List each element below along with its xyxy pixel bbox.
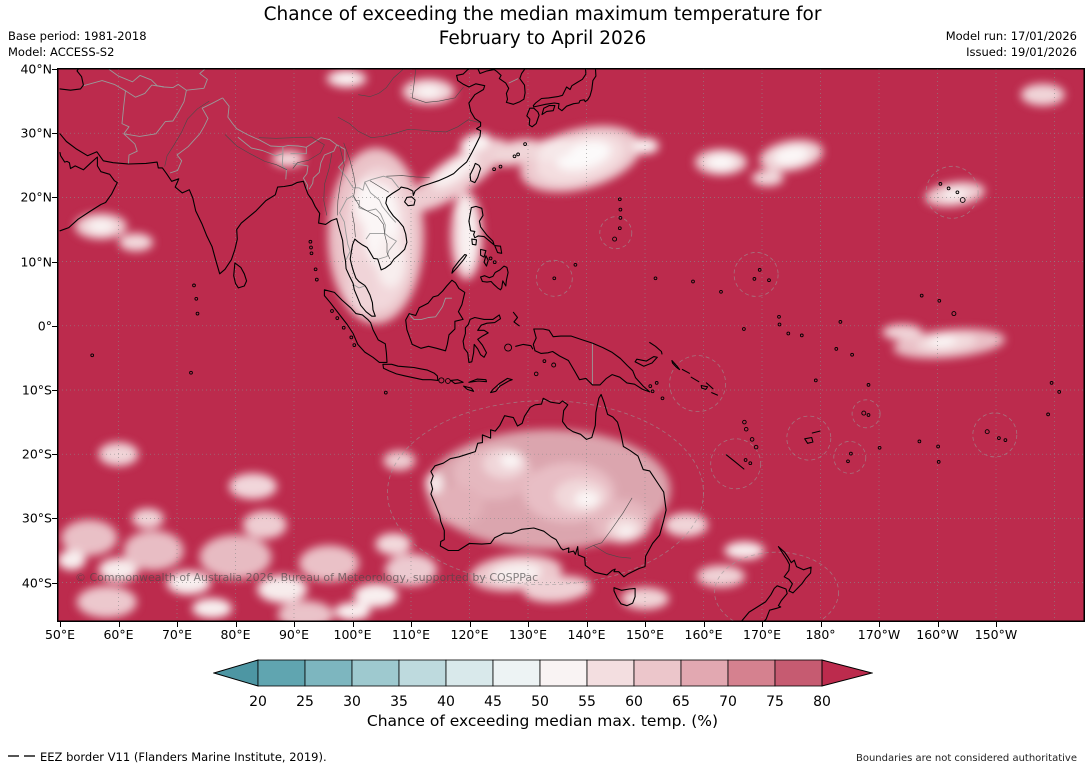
lon-label: 170°W	[857, 627, 901, 642]
eez-note: EEZ border V11 (Flanders Marine Institut…	[8, 750, 327, 764]
lon-tick	[411, 622, 412, 627]
lon-tick	[879, 622, 880, 627]
lon-label: 170°E	[742, 627, 782, 642]
eez-dash-sample-2	[24, 755, 35, 757]
lon-label: 110°E	[391, 627, 431, 642]
lat-tick	[52, 261, 57, 263]
lon-label: 50°E	[44, 627, 76, 642]
lat-label: 30°N	[20, 125, 52, 141]
lon-tick	[469, 622, 471, 627]
lon-label: 150°W	[974, 627, 1018, 642]
lon-tick	[703, 622, 705, 627]
header-meta-right: Model run: 17/01/2026 Issued: 19/01/2026	[946, 28, 1077, 60]
model-label: Model: ACCESS-S2	[8, 45, 115, 59]
colorbar-segment	[633, 659, 682, 687]
colorbar-tick-label: 40	[437, 694, 455, 710]
lon-tick	[352, 622, 354, 627]
issued-label: Issued: 19/01/2026	[966, 45, 1077, 59]
colorbar-segment	[445, 659, 494, 687]
lon-label: 80°E	[220, 627, 251, 642]
colorbar-tick-label: 55	[578, 694, 596, 710]
colorbar	[213, 659, 873, 687]
map-copyright: © Commonwealth of Australia 2026, Bureau…	[75, 571, 539, 584]
page-title-line1: Chance of exceeding the median maximum t…	[263, 4, 822, 25]
lon-tick	[177, 622, 178, 627]
lon-label: 70°E	[161, 627, 193, 642]
colorbar-tick-label: 50	[531, 694, 549, 710]
colorbar-segment	[586, 659, 635, 687]
colorbar-segment	[351, 659, 400, 687]
colorbar-segment	[774, 659, 823, 687]
colorbar-tick-label: 80	[813, 694, 831, 710]
lat-tick	[52, 518, 57, 520]
lon-label: 150°E	[625, 627, 665, 642]
eez-dash-sample	[8, 755, 19, 757]
lon-label: 180°	[805, 627, 836, 642]
lon-tick	[586, 622, 588, 627]
lat-label: 20°N	[20, 189, 52, 205]
colorbar-segment	[680, 659, 729, 687]
lat-label: 0°	[37, 318, 52, 334]
page-title-line2: February to April 2026	[438, 28, 647, 49]
colorbar-tick-label: 70	[719, 694, 737, 710]
lat-label: 40°N	[20, 61, 52, 77]
lat-label: 10°N	[20, 254, 52, 270]
lat-tick	[52, 390, 57, 391]
lat-tick	[52, 133, 57, 135]
lon-tick	[820, 622, 822, 627]
eez-note-text: EEZ border V11 (Flanders Marine Institut…	[40, 750, 327, 764]
colorbar-segment	[398, 659, 447, 687]
lon-label: 160°E	[684, 627, 723, 642]
map-canvas	[57, 68, 1085, 622]
lon-tick	[528, 622, 529, 627]
lon-label: 100°E	[333, 627, 372, 642]
colorbar-segment	[257, 659, 306, 687]
colorbar-arrow-low	[213, 659, 259, 687]
lat-tick	[52, 69, 57, 70]
lon-tick	[60, 622, 61, 627]
colorbar-segment	[727, 659, 776, 687]
lat-tick	[52, 454, 57, 456]
lat-label: 40°S	[21, 575, 52, 591]
colorbar-tick-label: 35	[390, 694, 408, 710]
colorbar-tick-label: 65	[672, 694, 690, 710]
lon-label: 160°W	[916, 627, 959, 642]
lon-tick	[937, 622, 939, 627]
colorbar-tick-label: 20	[249, 694, 267, 710]
colorbar-tick-label: 75	[766, 694, 784, 710]
lon-tick	[645, 622, 646, 627]
colorbar-segment	[304, 659, 353, 687]
lon-tick	[762, 622, 763, 627]
lon-label: 120°E	[450, 627, 489, 642]
lon-label: 60°E	[103, 627, 134, 642]
colorbar-segment	[492, 659, 541, 687]
colorbar-tick-label: 45	[484, 694, 502, 710]
boundaries-disclaimer: Boundaries are not considered authoritat…	[855, 753, 1077, 764]
model-run-label: Model run: 17/01/2026	[945, 29, 1077, 43]
lat-label: 20°S	[21, 446, 52, 462]
base-period-label: Base period: 1981-2018	[8, 29, 147, 43]
lon-tick	[996, 622, 997, 627]
lon-label: 90°E	[278, 627, 310, 642]
colorbar-tick-label: 30	[343, 694, 361, 710]
colorbar-tick-label: 25	[296, 694, 314, 710]
legend-title: Chance of exceeding median max. temp. (%…	[366, 712, 719, 730]
lat-tick	[52, 582, 57, 584]
header-meta-left: Base period: 1981-2018 Model: ACCESS-S2	[8, 28, 147, 60]
lat-tick	[52, 197, 57, 199]
lat-tick	[52, 325, 57, 327]
colorbar-tick-label: 60	[625, 694, 643, 710]
lon-tick	[294, 622, 295, 627]
lon-label: 130°E	[508, 627, 548, 642]
lat-label: 30°S	[21, 510, 52, 526]
lat-label: 10°S	[21, 382, 52, 398]
lon-tick	[118, 622, 120, 627]
lon-label: 140°E	[567, 627, 606, 642]
lon-tick	[235, 622, 237, 627]
colorbar-segment	[539, 659, 588, 687]
colorbar-arrow-high	[821, 659, 873, 687]
